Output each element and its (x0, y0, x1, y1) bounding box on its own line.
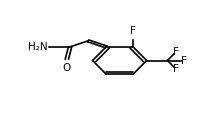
Text: F: F (173, 64, 179, 74)
Text: F: F (173, 47, 179, 57)
Text: F: F (130, 26, 136, 36)
Text: F: F (181, 56, 187, 65)
Text: O: O (63, 63, 71, 73)
Text: H₂N: H₂N (27, 42, 47, 52)
